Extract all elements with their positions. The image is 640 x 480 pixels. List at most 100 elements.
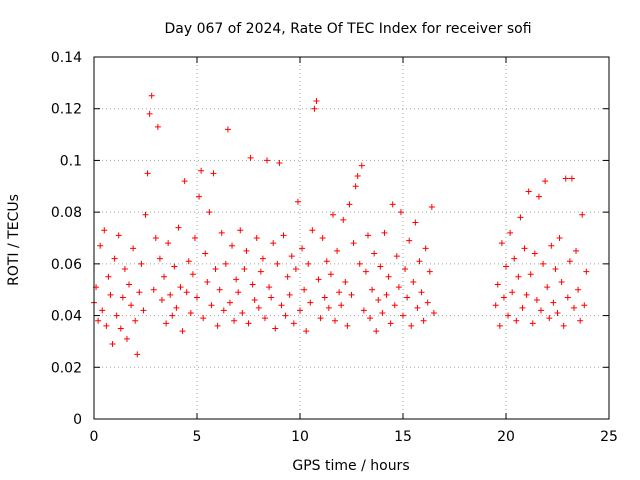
- data-point: [385, 273, 392, 280]
- data-point: [538, 307, 545, 314]
- data-point: [336, 289, 343, 296]
- data-point: [334, 247, 341, 254]
- data-point: [564, 294, 571, 301]
- data-point: [165, 240, 172, 247]
- data-point: [268, 294, 275, 301]
- data-point: [196, 193, 203, 200]
- data-point: [498, 240, 505, 247]
- data-point: [189, 271, 196, 278]
- data-point: [284, 273, 291, 280]
- data-point: [338, 302, 345, 309]
- data-point: [218, 229, 225, 236]
- data-point: [282, 312, 289, 319]
- data-point: [575, 286, 582, 293]
- data-point: [253, 235, 260, 241]
- data-point: [128, 302, 135, 309]
- data-point: [579, 211, 586, 218]
- data-point: [364, 232, 371, 239]
- data-point: [375, 297, 382, 304]
- data-point: [348, 291, 355, 298]
- data-point: [311, 105, 318, 112]
- data-point: [346, 201, 353, 208]
- data-point: [430, 309, 437, 316]
- data-point: [307, 299, 314, 306]
- data-point: [191, 235, 198, 241]
- data-point: [158, 297, 165, 304]
- data-point: [373, 328, 380, 335]
- data-point: [301, 286, 308, 293]
- data-point: [117, 325, 124, 332]
- data-point: [566, 258, 573, 265]
- data-point: [194, 294, 200, 301]
- data-point: [389, 201, 396, 208]
- data-point: [288, 253, 295, 260]
- data-point: [371, 250, 378, 257]
- data-point: [286, 291, 293, 298]
- data-point: [247, 154, 254, 161]
- data-point: [297, 307, 303, 314]
- data-point: [161, 273, 168, 280]
- data-point: [509, 289, 516, 296]
- data-point: [257, 268, 264, 275]
- data-point: [531, 250, 538, 257]
- data-point: [327, 271, 334, 278]
- data-point: [171, 263, 178, 270]
- data-point: [198, 167, 205, 174]
- data-point: [496, 322, 503, 329]
- x-tick-label: 0: [90, 429, 99, 445]
- data-point: [181, 178, 188, 185]
- data-point: [276, 160, 283, 167]
- data-point: [517, 214, 524, 221]
- data-point: [113, 312, 120, 319]
- data-point: [224, 126, 231, 133]
- data-point: [315, 276, 322, 283]
- data-point: [204, 278, 211, 285]
- data-point: [391, 302, 398, 309]
- data-point: [521, 245, 528, 252]
- data-point: [556, 235, 563, 241]
- data-point: [214, 322, 221, 329]
- data-point: [309, 227, 316, 234]
- data-point: [414, 304, 421, 311]
- data-point: [239, 309, 246, 316]
- data-point: [387, 320, 394, 327]
- data-point: [109, 341, 116, 348]
- data-point: [130, 245, 137, 252]
- data-point: [344, 322, 351, 329]
- data-point: [397, 209, 404, 216]
- data-point: [546, 315, 553, 322]
- data-point: [241, 266, 248, 273]
- data-point: [261, 315, 268, 322]
- data-point: [167, 291, 174, 298]
- data-point: [352, 183, 359, 190]
- data-point: [507, 229, 514, 236]
- data-point: [95, 317, 102, 324]
- data-point: [144, 170, 151, 177]
- data-point: [519, 304, 526, 311]
- x-axis-label: GPS time / hours: [292, 458, 409, 474]
- data-point: [136, 289, 143, 296]
- data-point: [511, 255, 518, 262]
- y-tick-label: 0.08: [51, 205, 82, 221]
- x-tick-label: 10: [291, 429, 309, 445]
- data-point: [222, 260, 229, 267]
- data-point: [367, 315, 374, 322]
- data-point: [568, 175, 575, 182]
- data-point: [187, 309, 194, 316]
- data-point: [340, 216, 347, 223]
- data-point: [272, 325, 279, 332]
- data-point: [119, 294, 126, 301]
- data-point: [208, 302, 215, 309]
- data-point: [249, 281, 256, 288]
- x-tick-label: 20: [497, 429, 515, 445]
- data-point: [319, 235, 326, 241]
- data-point: [558, 278, 565, 285]
- data-point: [420, 317, 427, 324]
- data-point: [404, 294, 411, 301]
- data-point: [202, 250, 209, 257]
- data-point: [570, 304, 577, 311]
- data-point: [123, 335, 130, 342]
- data-point: [527, 271, 534, 278]
- data-point: [255, 304, 262, 311]
